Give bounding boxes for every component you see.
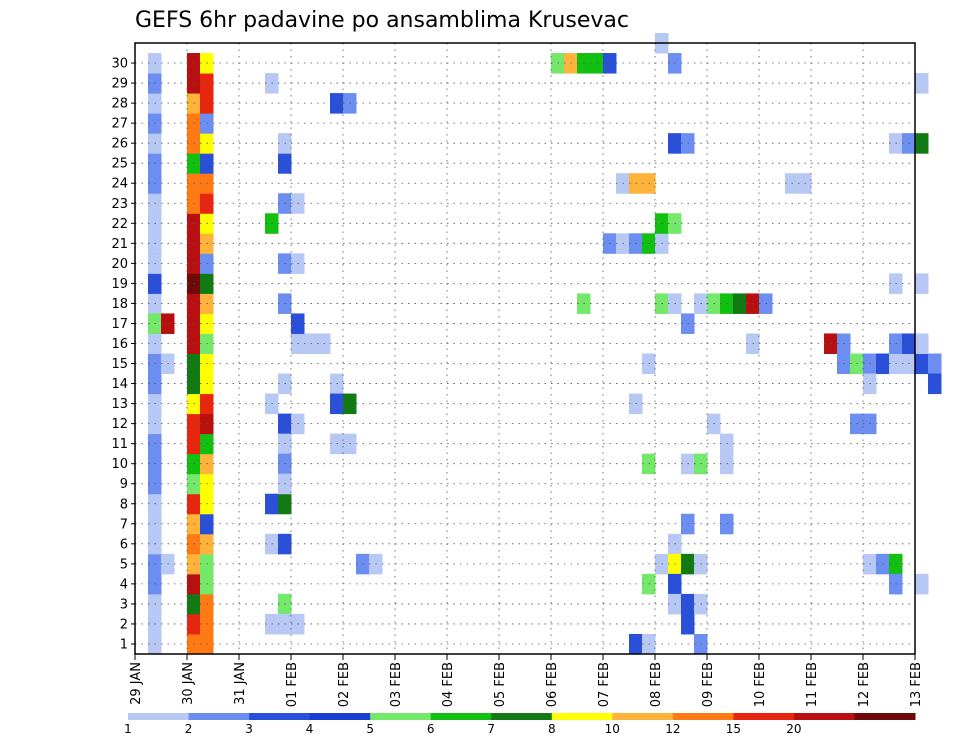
plot-frame	[134, 42, 916, 655]
legend-swatch	[128, 713, 190, 720]
y-tick-label: 28	[111, 97, 128, 112]
legend: 1 2 3 4 5 6 7 8 10 12 15 20	[124, 713, 916, 736]
y-tick-label: 25	[111, 157, 128, 172]
heatmap-cell	[915, 73, 929, 94]
y-tick-label: 20	[111, 257, 128, 272]
legend-label: 7	[487, 722, 495, 736]
legend-swatch	[430, 713, 492, 720]
legend-swatch	[672, 713, 734, 720]
legend-label: 20	[786, 722, 801, 736]
y-tick-label: 6	[120, 537, 128, 552]
y-tick-label: 12	[111, 417, 128, 432]
x-axis: 29 JAN 30 JAN 31 JAN 01 FEB 02 FEB 03 FEB 04 F…	[129, 654, 924, 707]
heatmap-cell	[915, 333, 929, 355]
x-tick-label: 11 FEB	[805, 662, 820, 707]
legend-label: 4	[306, 722, 314, 736]
x-tick-label: 30 JAN	[181, 662, 196, 705]
y-tick-label: 7	[120, 517, 128, 532]
y-tick-label: 2	[120, 617, 128, 632]
heatmap-cell	[915, 133, 929, 154]
y-tick-label: 24	[111, 177, 128, 192]
legend-swatch	[370, 713, 432, 720]
legend-swatch	[249, 713, 311, 720]
y-tick-label: 19	[111, 277, 128, 292]
chart-title: GEFS 6hr padavine po ansamblima Krusevac	[135, 8, 629, 33]
legend-label: 2	[185, 722, 193, 736]
legend-label: 5	[366, 722, 374, 736]
legend-label: 3	[245, 722, 253, 736]
x-tick-label: 03 FEB	[389, 662, 404, 707]
y-tick-label: 9	[120, 477, 128, 492]
heatmap-cell	[915, 573, 929, 595]
grid-layer	[135, 43, 915, 654]
x-tick-label: 04 FEB	[441, 662, 456, 707]
heatmap-cell	[928, 353, 942, 375]
x-tick-label: 10 FEB	[753, 662, 768, 707]
y-axis: 1234567891011121314151617181920212223242…	[111, 57, 135, 652]
y-tick-label: 17	[111, 317, 128, 332]
y-tick-label: 5	[120, 557, 128, 572]
x-tick-label: 07 FEB	[597, 662, 612, 707]
x-tick-label: 31 JAN	[233, 662, 248, 705]
legend-label: 8	[548, 722, 556, 736]
heatmap-cell	[928, 373, 942, 395]
x-tick-label: 06 FEB	[545, 662, 560, 707]
y-tick-label: 11	[111, 437, 128, 452]
legend-label: 10	[605, 722, 620, 736]
y-tick-label: 22	[111, 217, 128, 232]
legend-swatch	[612, 713, 674, 720]
y-tick-label: 15	[111, 357, 128, 372]
legend-swatch	[491, 713, 553, 720]
legend-label: 15	[726, 722, 741, 736]
x-tick-label: 29 JAN	[129, 662, 144, 705]
legend-label: 6	[427, 722, 435, 736]
x-tick-label: 08 FEB	[649, 662, 664, 707]
y-tick-label: 8	[120, 497, 128, 512]
legend-swatch	[188, 713, 250, 720]
y-tick-label: 29	[111, 77, 128, 92]
y-tick-label: 16	[111, 337, 128, 352]
heatmap-cell	[915, 273, 929, 294]
legend-swatch	[854, 713, 916, 720]
legend-swatch	[309, 713, 371, 720]
y-tick-label: 26	[111, 137, 128, 152]
x-tick-label: 05 FEB	[493, 662, 508, 707]
y-tick-label: 18	[111, 297, 128, 312]
y-tick-label: 23	[111, 197, 128, 212]
y-tick-label: 3	[120, 597, 128, 612]
x-tick-label: 13 FEB	[909, 662, 924, 707]
x-tick-label: 12 FEB	[857, 662, 872, 707]
y-tick-label: 13	[111, 397, 128, 412]
heatmap-cell	[915, 353, 929, 375]
x-tick-label: 02 FEB	[337, 662, 352, 707]
legend-label: 12	[665, 722, 680, 736]
legend-label: 1	[124, 722, 132, 736]
y-tick-label: 1	[120, 637, 128, 652]
y-tick-label: 4	[120, 577, 128, 592]
legend-swatch	[733, 713, 795, 720]
y-tick-label: 21	[111, 237, 128, 252]
y-tick-label: 27	[111, 117, 128, 132]
legend-swatch	[793, 713, 855, 720]
legend-swatch	[551, 713, 613, 720]
x-tick-label: 09 FEB	[701, 662, 716, 707]
y-tick-label: 30	[111, 57, 128, 72]
y-tick-label: 10	[111, 457, 128, 472]
y-tick-label: 14	[111, 377, 128, 392]
x-tick-label: 01 FEB	[285, 662, 300, 707]
